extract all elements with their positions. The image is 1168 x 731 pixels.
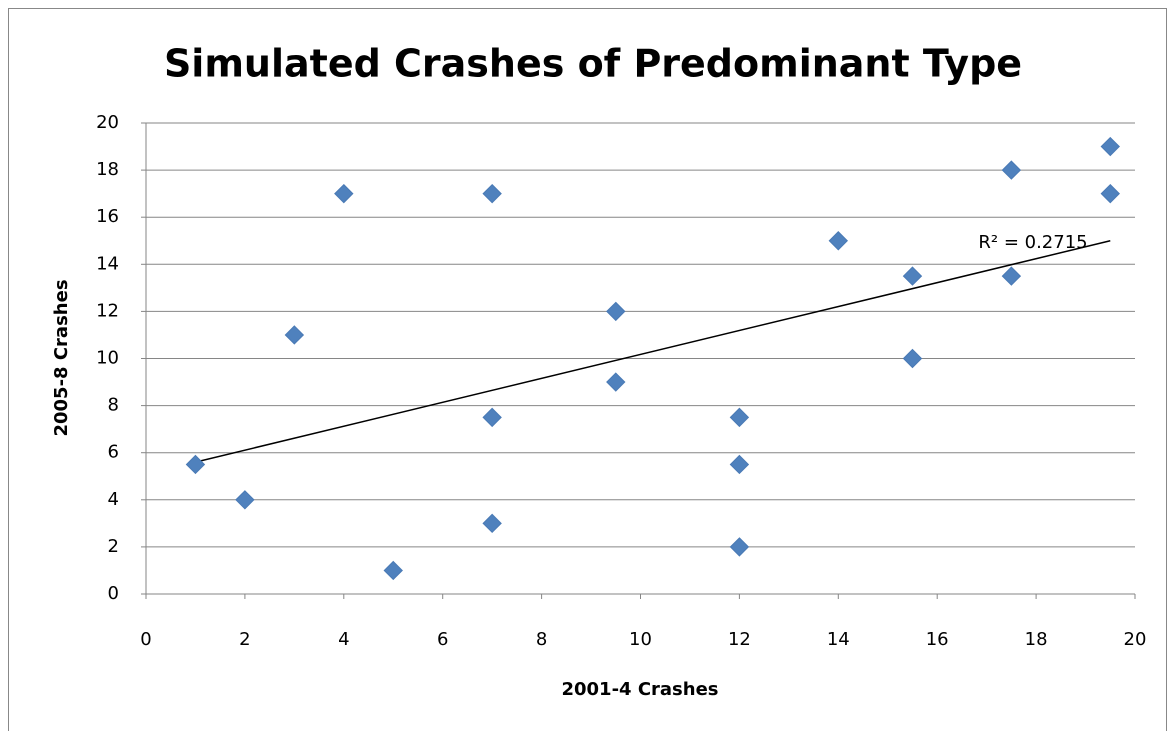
scatter-point	[284, 325, 305, 345]
chart-frame	[8, 8, 1167, 731]
x-tick-label: 12	[728, 629, 751, 650]
x-tick-label: 8	[536, 629, 547, 650]
x-tick-label: 10	[629, 629, 652, 650]
scatter-point	[1001, 266, 1022, 286]
x-tick-label: 4	[338, 629, 349, 650]
y-tick-label: 0	[108, 583, 119, 604]
trendline	[195, 240, 1111, 463]
scatter-point	[606, 372, 626, 392]
scatter-point	[383, 560, 403, 581]
x-axis-label: 2001-4 Crashes	[561, 679, 718, 700]
y-tick-label: 12	[96, 300, 119, 321]
y-tick-label: 20	[96, 112, 119, 133]
trendline-label: R² = 0.2715	[978, 232, 1087, 253]
scatter-point	[902, 348, 923, 369]
scatter-point	[235, 490, 255, 510]
y-tick-label: 16	[96, 206, 119, 227]
scatter-point	[482, 183, 502, 204]
y-axis-label: 2005-8 Crashes	[51, 279, 72, 436]
x-tick-label: 6	[437, 629, 448, 650]
x-tick-label: 16	[926, 629, 949, 650]
scatter-point	[1100, 136, 1120, 157]
y-tick-label: 14	[96, 253, 119, 274]
y-tick-label: 10	[96, 348, 119, 369]
scatter-point	[828, 231, 849, 251]
y-tick-label: 6	[108, 442, 119, 463]
scatter-point	[902, 266, 923, 286]
scatter-point	[1100, 183, 1120, 204]
x-tick-label: 20	[1124, 629, 1147, 650]
scatter-point	[729, 407, 750, 428]
y-tick-label: 2	[108, 536, 119, 557]
scatter-point	[482, 407, 502, 428]
x-tick-label: 2	[239, 629, 250, 650]
scatter-point	[729, 537, 750, 557]
scatter-point	[185, 454, 206, 475]
x-tick-label: 14	[827, 629, 850, 650]
scatter-point	[1001, 160, 1022, 180]
y-tick-label: 4	[108, 489, 119, 510]
scatter-point	[334, 183, 354, 204]
x-tick-label: 0	[140, 629, 151, 650]
scatter-point	[482, 513, 502, 534]
y-tick-label: 18	[96, 159, 119, 180]
x-tick-label: 18	[1025, 629, 1048, 650]
scatter-point	[729, 454, 750, 475]
scatter-point	[606, 301, 626, 322]
chart-title: Simulated Crashes of Predominant Type	[164, 42, 1022, 86]
y-tick-label: 8	[108, 395, 119, 416]
